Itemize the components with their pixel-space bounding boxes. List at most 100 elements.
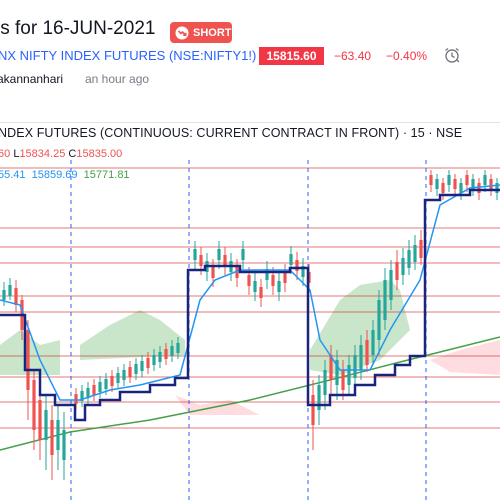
candle-body (134, 364, 138, 374)
ohlc-legend: 60 L15834.25 C15835.00 (0, 148, 122, 160)
candle-body (413, 245, 417, 262)
candle-body (341, 370, 345, 390)
candle-body (176, 343, 180, 353)
candle-body (98, 382, 102, 392)
kijun-step-line (0, 188, 500, 422)
candle-body (235, 267, 239, 278)
candle-body (152, 355, 156, 365)
candle-body (459, 183, 463, 193)
candle-body (317, 385, 321, 410)
candle-body (371, 330, 375, 355)
candle-body (377, 300, 381, 340)
symbol-link[interactable]: NX NIFTY INDEX FUTURES (NSE:NIFTY1!) (0, 48, 257, 63)
candle-body (14, 288, 18, 305)
candle-body (465, 175, 469, 185)
idea-title: ls for 16-JUN-2021 (0, 18, 156, 39)
indicator-value-1: 55.41 (0, 169, 26, 181)
candle-body (116, 373, 120, 383)
indicator-value-2: 15859.69 (31, 169, 78, 181)
candle-body (489, 179, 493, 189)
ohlc-close-label: C (68, 148, 77, 160)
candle-body (429, 175, 433, 185)
candle-body (277, 281, 281, 292)
candle-body (401, 258, 405, 275)
candle-body (164, 349, 168, 359)
candle-body (407, 250, 411, 268)
alarm-clock-icon[interactable] (443, 46, 461, 64)
candle-body (483, 175, 487, 185)
candle-body (359, 345, 363, 370)
candle-body (395, 262, 399, 280)
candle-body (495, 183, 499, 193)
ichimoku-cloud-red (430, 340, 500, 375)
candle-body (289, 254, 293, 265)
ichimoku-cloud-green (80, 310, 185, 360)
candle-body (50, 420, 54, 455)
candle-body (92, 385, 96, 395)
candle-body (435, 179, 439, 189)
candle-body (104, 379, 108, 389)
price-plot[interactable] (0, 160, 500, 500)
ohlc-low-value: 15834.25 (19, 148, 66, 160)
candle-body (283, 272, 287, 283)
idea-title-row: ls for 16-JUN-2021 SHORT (0, 18, 500, 48)
candle-body (247, 275, 251, 286)
candle-body (389, 270, 393, 300)
candle-body (8, 285, 12, 296)
candle-body (110, 376, 114, 386)
candle-body (295, 260, 299, 271)
candle-body (74, 394, 78, 404)
indicator-legend: 55.41 15859.69 15771.81 (0, 169, 130, 181)
candle-body (170, 346, 174, 356)
author-name[interactable]: akannanhari (0, 72, 64, 86)
candle-body (453, 179, 457, 189)
candle-body (199, 255, 203, 266)
short-badge: SHORT (170, 22, 232, 43)
last-price-badge: 15815.60 (259, 47, 324, 65)
candle-body (259, 287, 263, 298)
candle-body (128, 367, 132, 377)
candle-body (32, 380, 36, 430)
candle-body (146, 358, 150, 368)
candle-body (477, 183, 481, 193)
candle-body (217, 249, 221, 260)
candle-body (365, 340, 369, 365)
price-change-percent: −0.40% (386, 49, 428, 63)
candle-body (193, 249, 197, 260)
candle-body (441, 183, 445, 193)
candle-body (158, 352, 162, 362)
candle-body (2, 290, 6, 300)
trend-down-icon (175, 26, 189, 39)
publish-time: an hour ago (85, 72, 150, 86)
chart-symbol-header: NDEX FUTURES (CONTINUOUS: CURRENT CONTRA… (0, 126, 463, 140)
candle-body (353, 355, 357, 378)
candle-body (38, 400, 42, 440)
candle-body (471, 179, 475, 189)
price-change: −63.40 (334, 49, 372, 63)
candle-body (383, 280, 387, 320)
candle-body (329, 355, 333, 380)
candle-body (265, 269, 269, 280)
candle-body (271, 275, 275, 286)
candle-body (80, 391, 84, 401)
candle-body (211, 267, 215, 278)
candle-body (447, 175, 451, 185)
candle-body (311, 395, 315, 425)
author-row: akannanhari an hour ago (0, 72, 500, 90)
symbol-row: NX NIFTY INDEX FUTURES (NSE:NIFTY1!) 158… (0, 46, 500, 68)
candle-body (86, 388, 90, 398)
candle-body (347, 365, 351, 385)
candle-body (122, 370, 126, 380)
short-badge-label: SHORT (193, 26, 232, 39)
candle-body (335, 360, 339, 385)
candle-body (253, 281, 257, 292)
candle-body (223, 255, 227, 266)
candle-body (241, 249, 245, 260)
candle-body (26, 330, 30, 390)
ichimoku-cloud-green (0, 330, 60, 375)
moving-average-green (0, 336, 500, 451)
chart-area[interactable] (0, 122, 500, 501)
ohlc-close-value: 15835.00 (76, 148, 123, 160)
candle-body (56, 420, 60, 450)
candle-body (140, 361, 144, 371)
